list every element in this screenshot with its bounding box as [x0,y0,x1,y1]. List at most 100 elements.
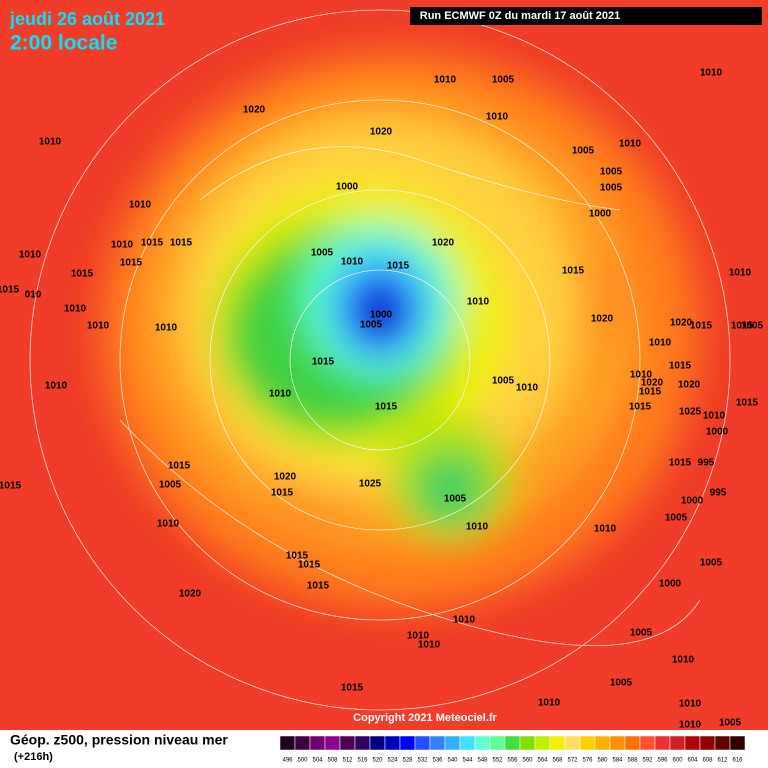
scale-swatch [594,735,611,751]
isobar-label: 1005 [360,320,383,331]
scale-swatch [279,735,296,751]
isobar-label: 1005 [700,558,723,569]
isobar-label: 1010 [679,720,702,731]
scale-swatch [369,735,386,751]
scale-label: 556 [507,758,518,764]
scale-swatch [534,735,551,751]
scale-label: 612 [717,758,728,764]
isobar-label: 1000 [706,427,729,438]
isobar-label: 1015 [669,361,692,372]
scale-label: 596 [657,758,668,764]
isobar-label: 1020 [274,472,297,483]
scale-label: 560 [522,758,533,764]
isobar-label: 1010 [341,257,364,268]
geopotential-field [100,50,700,610]
scale-swatch [624,735,641,751]
footer-title: Géop. z500, pression niveau mer [10,732,228,748]
scale-swatch [654,735,671,751]
isobar-label: 1000 [681,496,704,507]
scale-swatch [519,735,536,751]
isobar-label: 1020 [370,127,393,138]
footer-lead: (+216h) [14,751,53,763]
scale-label: 500 [297,758,308,764]
isobar-label: 1005 [610,678,633,689]
scale-swatch [504,735,521,751]
run-box [410,7,762,25]
isobar-label: 1005 [600,167,623,178]
isobar-label: 1025 [679,407,702,418]
isobar-label: 1025 [359,479,382,490]
isobar-label: 1010 [418,640,441,651]
scale-swatch [294,735,311,751]
isobar-label: 1000 [589,209,612,220]
scale-swatch [309,735,326,751]
isobar-label: 1015 [168,461,191,472]
isobar-label: 1015 [286,551,309,562]
scale-label: 512 [342,758,353,764]
scale-swatch [699,735,716,751]
isobar-label: 1015 [307,581,330,592]
scale-label: 548 [477,758,488,764]
scale-label: 504 [312,758,323,764]
isobar-label: 1010 [155,323,178,334]
isobar-label: 1010 [700,68,723,79]
isobar-labels: 1010 1005 1010 1020 1010 1020 1010 1010 1005 1005… [0,68,764,731]
scale-label: 532 [417,758,428,764]
isobar-label: 1015 [669,458,692,469]
isolines [29,9,731,711]
scale-swatch [399,735,416,751]
isobar-label: 1005 [572,146,595,157]
isobar-label: 1020 [670,318,693,329]
isobar-label: 1005 [600,183,623,194]
isobar-label: 1015 [0,285,20,296]
scale-label: 520 [372,758,383,764]
scale-swatch [444,735,461,751]
isobar-label: 1010 [538,698,561,709]
scale-swatch [579,735,596,751]
isobar-label: 1010 [269,389,292,400]
isobar-label: 1010 [630,370,653,381]
scale-swatch [384,735,401,751]
isobar-label: 1010 [679,699,702,710]
scale-label: 572 [567,758,578,764]
scale-swatch [429,735,446,751]
isobar-label: 1005 [665,513,688,524]
scale-label: 540 [447,758,458,764]
isobar-label: 1010 [453,615,476,626]
isobar-label: 1010 [672,655,695,666]
scale-swatch [489,735,506,751]
isobar-label: 1015 [170,238,193,249]
run-label: Run ECMWF 0Z du mardi 17 août 2021 [420,10,620,22]
scale-swatch [324,735,341,751]
isobar-label: 1010 [703,411,726,422]
isobar-label: 1010 [64,304,87,315]
scale-swatch [609,735,626,751]
scale-swatch [669,735,686,751]
scale-label: 516 [357,758,368,764]
isobar-label: 1015 [120,258,143,269]
isobar-label: 1005 [159,480,182,491]
color-scale: 496 500 504 508 512 516 520 524 528 532 536 540 544 5… [279,735,746,764]
isobar-label: 1010 [157,519,180,530]
isobar-label: 1005 [630,628,653,639]
isobar-label: 1010 [19,250,42,261]
scale-swatch [474,735,491,751]
isobar-label: 1010 [45,381,68,392]
isobar-label: 1015 [141,238,164,249]
scale-label: 496 [282,758,293,764]
isobar-label: 1010 [129,200,152,211]
isobar-label: 1010 [594,524,617,535]
isobar-label: 1015 [731,321,754,332]
isobar-label: 1015 [0,481,22,492]
isobar-label: 1010 [516,383,539,394]
isobar-label: 1015 [736,398,759,409]
isobar-label: 1010 [434,75,457,86]
isobar-label: 1010 [649,338,672,349]
scale-label: 608 [702,758,713,764]
scale-swatch [684,735,701,751]
isobar-label: 1005 [311,248,334,259]
isobar-label: 1010 [39,137,62,148]
scale-label: 536 [432,758,443,764]
isobar-label: 1010 [467,297,490,308]
